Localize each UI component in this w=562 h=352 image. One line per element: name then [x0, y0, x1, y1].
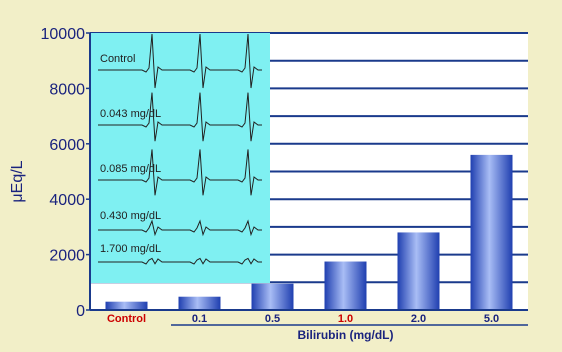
- ecg-inset-panel: [90, 33, 270, 283]
- y-tick-label: 2000: [49, 248, 85, 265]
- x-axis-label: Bilirubin (mg/dL): [298, 328, 394, 342]
- x-tick-label: Control: [107, 313, 146, 325]
- inset-trace-label: 0.043 mg/dL: [100, 108, 161, 120]
- y-tick-label: 6000: [49, 137, 85, 154]
- bar: [324, 261, 367, 310]
- x-tick-label: 0.5: [265, 313, 280, 325]
- bar-series: [105, 154, 513, 310]
- ecg-trace: [98, 92, 262, 142]
- y-axis-label: μEq/L: [9, 160, 26, 202]
- ecg-inset-traces: Control 0.043 mg/dL 0.085 mg/dL 0.430 mg/dL…: [98, 33, 262, 265]
- bar: [470, 154, 513, 310]
- ecg-trace: [98, 257, 262, 265]
- inset-trace-label: 0.430 mg/dL: [100, 210, 161, 222]
- ecg-trace: [98, 149, 262, 196]
- x-tick-label: 5.0: [484, 313, 499, 325]
- y-tick-label: 4000: [49, 192, 85, 209]
- inset-trace-label: 0.085 mg/dL: [100, 163, 161, 175]
- bar: [105, 301, 148, 310]
- ecg-trace: [98, 33, 262, 89]
- y-tick-labels: 0 2000 4000 6000 8000 10000: [41, 26, 90, 320]
- x-tick-label: 0.1: [192, 313, 207, 325]
- x-tick-label: 2.0: [411, 313, 426, 325]
- x-tick-label: 1.0: [338, 313, 353, 325]
- bar: [251, 283, 294, 310]
- x-tick-labels: Control 0.1 0.5 1.0 2.0 5.0: [107, 313, 499, 325]
- axes: [89, 33, 528, 326]
- bar: [397, 232, 440, 310]
- ecg-trace: [98, 219, 262, 237]
- bar: [178, 296, 221, 310]
- y-tick-label: 10000: [41, 26, 86, 43]
- inset-trace-label: 1.700 mg/dL: [100, 243, 161, 255]
- inset-trace-label: Control: [100, 53, 135, 65]
- y-tick-label: 8000: [49, 81, 85, 98]
- y-tick-label: 0: [76, 303, 85, 320]
